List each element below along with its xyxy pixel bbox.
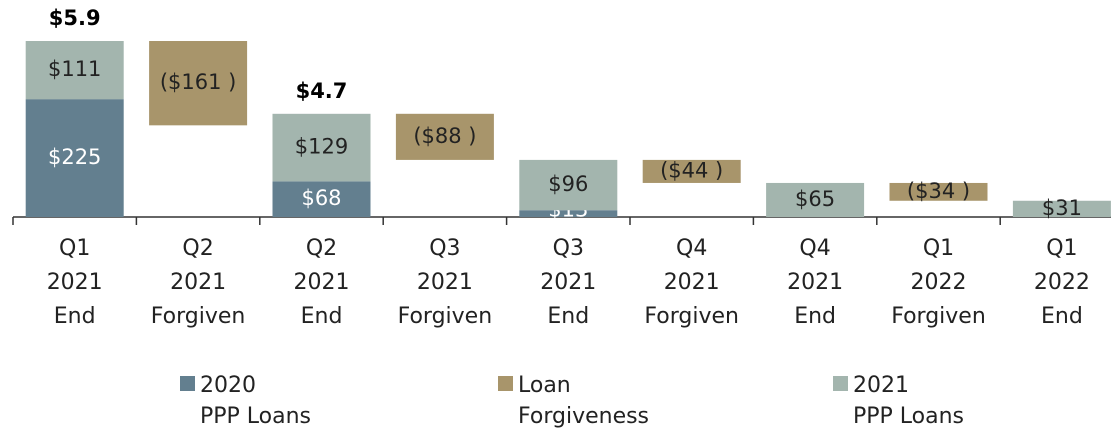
value-label: $96: [548, 172, 588, 196]
value-label: $68: [301, 186, 341, 210]
x-tick-label: Q1 2022 End: [1033, 236, 1090, 329]
legend-label: 2021 PPP Loans: [853, 373, 965, 429]
bar-segment: [25, 41, 124, 100]
bar-segment: [519, 210, 618, 217]
x-tick-label: Q1 2021 End: [46, 236, 103, 329]
value-label: $129: [295, 135, 348, 159]
bar-segment: [149, 41, 248, 126]
x-tick-label: Q1 2022 Forgiven: [891, 236, 986, 329]
x-tick-label: Q3 2021 Forgiven: [397, 236, 493, 329]
value-label: ($34 ): [907, 179, 970, 203]
value-label: $111: [48, 57, 101, 81]
value-label: ($44 ): [660, 158, 723, 182]
x-tick-label: Q3 2021 End: [540, 236, 597, 329]
x-tick-label: Q2 2021 End: [293, 236, 350, 329]
bar-segment: [642, 159, 741, 183]
x-tick-label: Q4 2021 Forgiven: [644, 236, 739, 329]
value-label: ($161 ): [160, 70, 237, 94]
legend-swatch: [180, 376, 195, 391]
bar-segment: [25, 99, 124, 217]
bar-segment: [519, 159, 618, 211]
value-label: $225: [48, 145, 101, 169]
x-tick-label: Q4 2021 End: [787, 236, 844, 329]
value-label: ($88 ): [413, 124, 476, 148]
legend-item: 2020 PPP Loans: [180, 370, 311, 432]
total-label: $5.9: [49, 6, 101, 30]
bar-segment: [889, 182, 988, 201]
legend-swatch: [833, 376, 848, 391]
bar-segment: [272, 181, 371, 217]
legend-item: Loan Forgiveness: [498, 370, 649, 432]
legend-swatch: [498, 376, 513, 391]
legend-label: 2020 PPP Loans: [200, 373, 312, 429]
bar-segment: [1012, 200, 1111, 217]
value-label: $31: [1042, 196, 1082, 220]
value-label: $65: [795, 187, 835, 211]
legend-item: 2021 PPP Loans: [833, 370, 964, 432]
legend-label: Loan Forgiveness: [518, 373, 650, 429]
total-label: $4.7: [296, 79, 348, 103]
bar-segment: [272, 113, 371, 182]
bar-segment: [395, 113, 494, 160]
bar-segment: [766, 182, 865, 217]
x-tick-label: Q2 2021 Forgiven: [150, 236, 246, 329]
